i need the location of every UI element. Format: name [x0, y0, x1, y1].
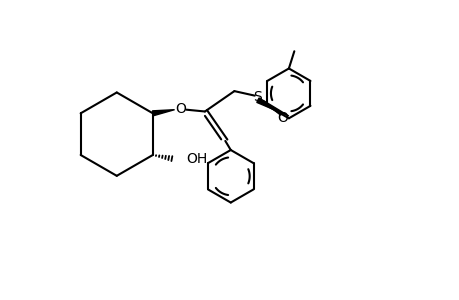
Polygon shape [152, 110, 174, 116]
Text: O: O [175, 102, 186, 116]
Text: S: S [253, 89, 262, 103]
Polygon shape [256, 98, 288, 116]
Text: OH: OH [186, 152, 207, 166]
Text: O: O [277, 111, 288, 125]
